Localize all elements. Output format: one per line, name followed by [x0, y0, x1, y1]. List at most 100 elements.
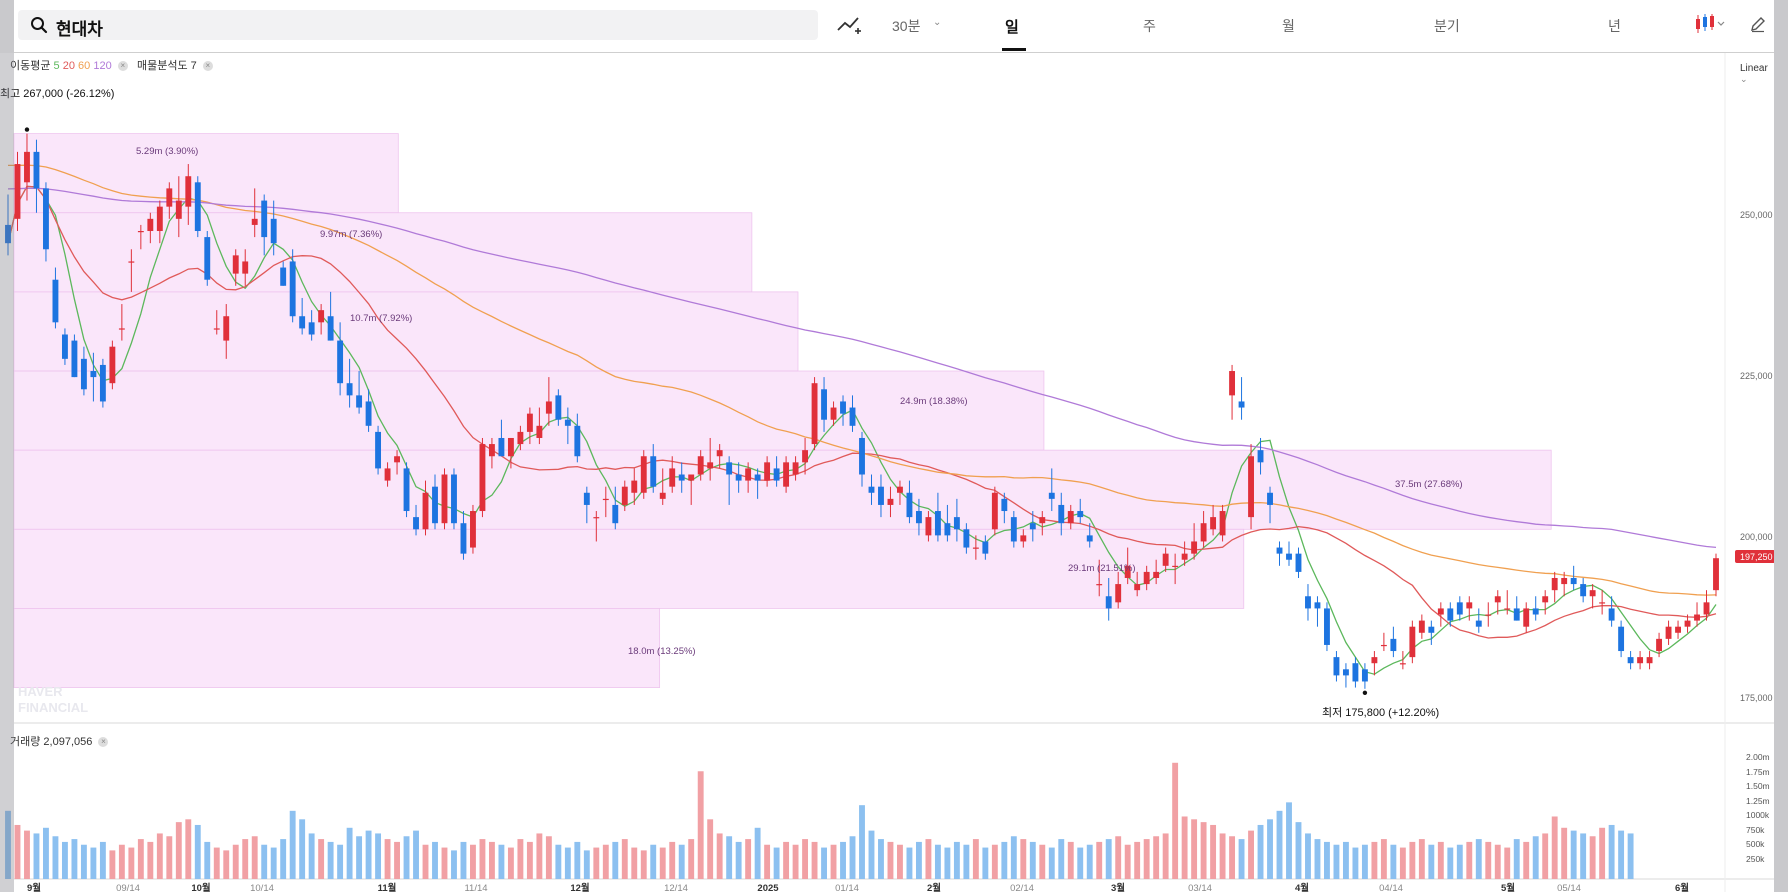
volume-bar — [33, 833, 40, 879]
candle-body — [1637, 657, 1644, 664]
volume-profile-bar-1 — [13, 133, 399, 214]
tab-quarter[interactable]: 분기 — [1434, 18, 1460, 34]
volume-bar — [517, 839, 524, 879]
candle-body — [878, 486, 884, 505]
candle-body — [1267, 492, 1273, 505]
tab-day[interactable]: 일 — [1005, 19, 1019, 36]
candle-body — [327, 316, 334, 341]
candle-body — [52, 279, 59, 323]
candle — [488, 437, 495, 469]
candle-body — [1181, 553, 1188, 560]
close-icon[interactable]: × — [98, 737, 109, 748]
candle — [185, 164, 192, 225]
candle-body — [669, 468, 676, 487]
candle — [1267, 486, 1273, 524]
candle — [934, 492, 941, 542]
candle-body — [868, 486, 875, 493]
candle-type-icon[interactable] — [1694, 13, 1726, 35]
volume-bar — [545, 836, 552, 879]
candle — [1380, 632, 1387, 652]
tab-year[interactable]: 년 — [1608, 18, 1621, 34]
close-icon[interactable]: × — [202, 61, 213, 72]
price-chart[interactable]: HAVER FINANCIAL 최고 267,000 (-26.12%) 최저 … — [0, 53, 1774, 892]
volume-bar — [1305, 833, 1311, 879]
tab-month[interactable]: 월 — [1282, 18, 1295, 34]
candle-body — [754, 474, 761, 481]
search-icon — [31, 17, 48, 34]
candle-body — [413, 517, 419, 530]
trend-line-tool-icon[interactable] — [836, 14, 862, 36]
volume-bar — [1494, 844, 1501, 879]
volume-bar — [1409, 841, 1416, 879]
scale-mode-toggle[interactable]: Linear ⌄ — [1740, 63, 1774, 85]
pencil-icon[interactable] — [1749, 15, 1767, 33]
volume-profile-bar-2 — [13, 212, 753, 293]
volume-bar — [432, 841, 438, 879]
volume-label: 거래량 2,097,056 — [10, 736, 93, 748]
candle — [1589, 584, 1596, 609]
interval-select[interactable]: 30분 — [892, 18, 921, 34]
candle-body — [1646, 657, 1653, 664]
candle-body — [1305, 596, 1311, 609]
candle-body — [1551, 577, 1558, 591]
volume-bar — [1314, 839, 1321, 879]
candle — [982, 535, 989, 560]
candle — [194, 176, 201, 238]
candle-body — [14, 164, 21, 219]
volume-indicator[interactable]: 거래량 2,097,056 × — [10, 733, 109, 749]
candle — [878, 474, 884, 518]
candle — [697, 450, 704, 481]
candle-body — [33, 151, 40, 189]
candle — [128, 249, 135, 292]
volume-bar — [1352, 847, 1359, 879]
volume-bar — [963, 844, 970, 879]
volume-bar — [802, 839, 809, 879]
volume-bar — [1020, 839, 1027, 879]
ma5-label: 5 — [53, 60, 60, 72]
candle-body — [1058, 504, 1065, 524]
volume-bar — [1210, 824, 1217, 879]
candle-body — [631, 480, 638, 493]
candle-body — [1713, 558, 1719, 591]
candle — [1466, 596, 1473, 621]
candle — [204, 231, 211, 286]
volume-bar — [792, 844, 799, 879]
volume-profile-indicator[interactable]: 매물분석도 7 × — [137, 57, 213, 73]
volume-bar — [1248, 830, 1254, 879]
candle-body — [564, 419, 571, 426]
candle — [1039, 511, 1046, 536]
candle-body — [175, 200, 182, 219]
volume-bar — [318, 839, 325, 879]
volume-bar — [1077, 847, 1084, 879]
candle-body — [1618, 626, 1625, 652]
candle — [716, 444, 723, 469]
chart-area[interactable]: 이동평균 5 20 60 120 × 매물분석도 7 × 거래량 2,097,0… — [0, 53, 1774, 892]
tab-week[interactable]: 주 — [1143, 18, 1156, 34]
volume-bar — [1048, 847, 1055, 879]
volume-bar — [1475, 839, 1482, 879]
close-icon[interactable]: × — [117, 61, 128, 72]
ma-label: 이동평균 — [10, 60, 51, 72]
x-axis-label: 03/14 — [1188, 883, 1212, 892]
candle-body — [678, 474, 685, 481]
candle-body — [1542, 596, 1549, 603]
volume-bar — [223, 850, 230, 879]
candle-body — [1048, 492, 1055, 499]
x-axis-label: 05/14 — [1557, 883, 1581, 892]
ma60-label: 60 — [78, 60, 91, 72]
search-query[interactable]: 현대차 — [56, 20, 103, 39]
x-axis-label: 12/14 — [664, 883, 688, 892]
candle — [1162, 547, 1169, 572]
candle-body — [991, 492, 998, 530]
volume-bar — [1570, 830, 1577, 879]
volume-bar — [764, 844, 771, 879]
ma-indicator[interactable]: 이동평균 5 20 60 120 × — [10, 57, 128, 73]
candle — [859, 431, 865, 487]
x-axis-label: 2월 — [927, 882, 941, 892]
volume-bar — [289, 810, 296, 879]
candle — [1010, 511, 1017, 548]
candle — [1608, 596, 1615, 627]
volume-bar — [422, 844, 429, 879]
candle-body — [716, 450, 723, 457]
search-box[interactable]: 현대차 — [18, 10, 818, 40]
